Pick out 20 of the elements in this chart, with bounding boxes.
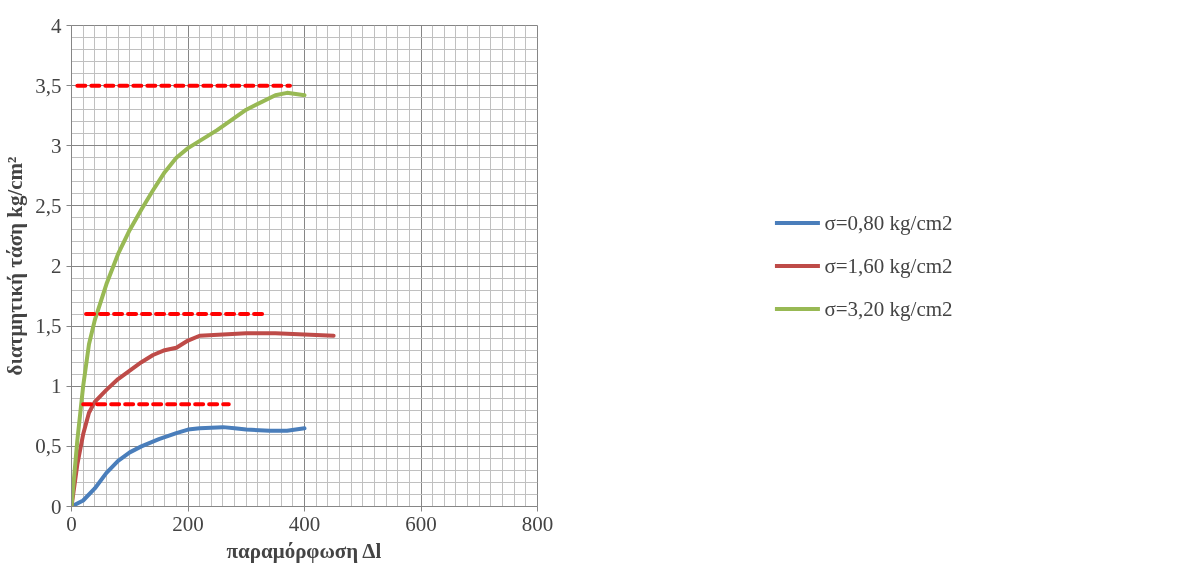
x-tick-label: 600 bbox=[405, 511, 437, 536]
y-tick-label: 2 bbox=[51, 254, 62, 278]
y-tick-label: 0 bbox=[51, 494, 62, 519]
legend-label: σ=3,20 kg/cm2 bbox=[824, 296, 953, 321]
x-tick-label: 400 bbox=[288, 511, 321, 536]
y-tick-label: 4 bbox=[51, 13, 62, 38]
y-tick-label: 2,5 bbox=[35, 193, 62, 218]
y-axis-title: διατμητική τάση kg/cm² bbox=[3, 156, 28, 376]
x-axis-title: παραμόρφωση Δl bbox=[226, 538, 382, 563]
line-series bbox=[71, 425, 307, 507]
y-tick-label: 1,5 bbox=[35, 314, 62, 339]
y-tick-label: 0,5 bbox=[35, 434, 62, 459]
legend-label: σ=0,80 kg/cm2 bbox=[824, 210, 953, 235]
x-tick-label: 200 bbox=[172, 511, 204, 536]
y-tick-label: 3 bbox=[51, 133, 62, 158]
y-tick-label: 1 bbox=[51, 374, 62, 399]
line-series bbox=[71, 90, 307, 507]
x-tick-label: 800 bbox=[521, 511, 554, 536]
legend-label: σ=1,60 kg/cm2 bbox=[824, 253, 953, 278]
y-tick-label: 3,5 bbox=[35, 73, 62, 98]
